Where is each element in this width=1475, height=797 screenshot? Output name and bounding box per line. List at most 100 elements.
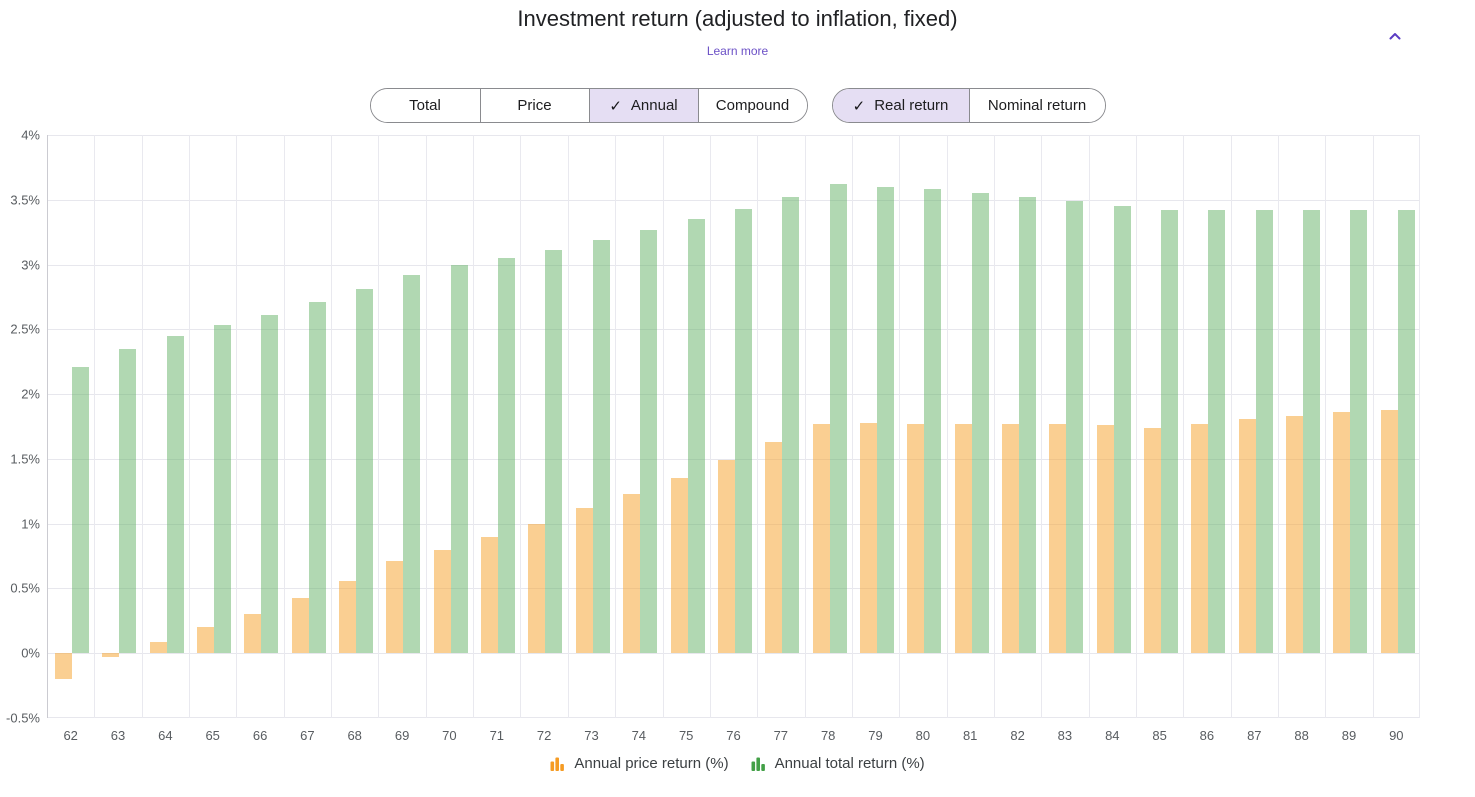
x-tick-label: 85	[1152, 728, 1167, 743]
x-tick-label: 80	[915, 728, 931, 743]
gridline-vertical	[1088, 135, 1090, 718]
gridline-vertical	[757, 135, 759, 718]
y-tick-label: 3%	[21, 257, 40, 273]
price-return-bar	[481, 536, 499, 654]
price-return-bar	[1191, 423, 1209, 654]
price-return-bar	[1286, 416, 1303, 654]
gridline-vertical	[804, 135, 806, 718]
gridline-horizontal	[47, 264, 1420, 266]
price-return-bar	[1143, 427, 1161, 654]
total-return-bar	[640, 229, 658, 654]
x-tick-label: 74	[631, 728, 647, 743]
x-tick-label: 86	[1199, 728, 1215, 743]
check-icon: ✓	[852, 97, 866, 115]
price-return-bar	[670, 478, 688, 654]
learn-more-link[interactable]: Learn more	[706, 44, 769, 58]
x-tick-label: 79	[868, 728, 883, 743]
gridline-horizontal	[47, 394, 1420, 396]
gridline-vertical	[899, 135, 901, 718]
total-return-bar	[1255, 210, 1273, 654]
gridline-vertical	[94, 135, 96, 718]
gridline-vertical	[615, 135, 617, 718]
gridline-horizontal	[47, 199, 1420, 201]
total-return-bar	[734, 208, 752, 654]
x-tick-label: 62	[63, 728, 78, 743]
y-tick-label: -0.5%	[6, 710, 40, 726]
chart-legend: Annual price return (%) Annual total ret…	[0, 755, 1475, 772]
gridline-vertical	[946, 135, 948, 718]
gridline-vertical	[1325, 135, 1327, 718]
price-return-bar	[623, 493, 641, 654]
gridline-horizontal	[47, 329, 1420, 331]
x-tick-label: 78	[820, 728, 836, 743]
x-tick-label: 70	[442, 728, 457, 743]
price-return-bar	[244, 614, 262, 654]
x-tick-label: 89	[1341, 728, 1357, 743]
total-return-bar	[356, 289, 374, 654]
price-return-bar	[1001, 423, 1019, 654]
x-tick-label: 71	[489, 728, 505, 743]
gridline-vertical	[141, 135, 143, 718]
x-tick-label: 90	[1389, 728, 1404, 743]
gridline-vertical	[189, 135, 190, 718]
x-tick-label: 69	[394, 728, 410, 743]
gridline-vertical	[236, 135, 238, 718]
total-return-bar	[498, 258, 516, 654]
total-return-bar	[1113, 206, 1131, 654]
price-return-bar	[1333, 412, 1351, 654]
x-tick-label: 81	[962, 728, 978, 743]
y-tick-label: 2.5%	[10, 321, 40, 337]
gridline-vertical	[520, 135, 522, 718]
gridline-vertical	[1372, 135, 1374, 718]
toggle-annual[interactable]: ✓ Annual	[588, 89, 698, 122]
total-return-bar	[72, 366, 89, 654]
x-tick-label: 64	[158, 728, 173, 743]
toggle-nominal-return-label: Nominal return	[987, 97, 1087, 114]
gridline-vertical	[709, 135, 711, 718]
x-axis: 62 63 64 65 66 67 68 69 70 71 72 73 74 75 76 77 78 79 80 81…	[47, 728, 1420, 746]
total-return-bar	[1160, 210, 1178, 654]
gridline-vertical	[425, 135, 427, 718]
toggle-price-label: Price	[517, 97, 552, 114]
x-tick-label: 72	[536, 728, 552, 743]
total-return-bar	[119, 348, 137, 654]
legend-label-total: Annual total return (%)	[774, 755, 925, 772]
chart-controls: Total Price ✓ Annual Compound ✓ Real ret…	[0, 88, 1475, 123]
toggle-annual-label: Annual	[630, 97, 678, 114]
toggle-compound[interactable]: Compound	[697, 89, 807, 122]
price-return-bar	[1049, 423, 1067, 654]
price-return-bar	[1380, 409, 1398, 654]
gridline-vertical	[993, 135, 995, 718]
y-tick-label: 1.5%	[10, 451, 40, 467]
y-tick-label: 2%	[21, 386, 40, 402]
price-return-bar	[102, 653, 120, 658]
collapse-button[interactable]	[1381, 22, 1409, 50]
toggle-nominal-return[interactable]: Nominal return	[968, 89, 1105, 122]
x-tick-label: 83	[1057, 728, 1073, 743]
gridline-vertical	[1230, 135, 1232, 718]
toggle-real-return[interactable]: ✓ Real return	[832, 89, 969, 122]
gridline-horizontal	[47, 717, 1420, 718]
toggle-price[interactable]: Price	[479, 89, 589, 122]
price-return-bar	[197, 627, 214, 654]
total-return-bar	[782, 197, 800, 654]
y-axis: 4% 3.5% 3% 2.5% 2% 1.5% 1% 0.5% 0% -0.5%	[0, 128, 40, 726]
gridline-vertical	[1419, 135, 1420, 718]
y-tick-label: 0%	[21, 645, 40, 661]
y-tick-label: 0.5%	[10, 580, 40, 596]
toggle-real-return-label: Real return	[874, 97, 949, 114]
total-return-bar	[924, 189, 942, 654]
bar-chart-plot-area	[47, 135, 1420, 718]
price-return-bar	[149, 641, 167, 654]
price-return-bar	[433, 549, 451, 654]
x-tick-label: 88	[1294, 728, 1309, 743]
total-return-bar	[971, 193, 989, 654]
toggle-total[interactable]: Total	[370, 89, 480, 122]
x-tick-label: 84	[1105, 728, 1120, 743]
legend-label-price: Annual price return (%)	[574, 755, 729, 772]
total-return-bar	[450, 264, 468, 654]
gridline-vertical	[662, 135, 664, 718]
price-return-bar	[55, 653, 72, 680]
bar-chart-icon	[550, 757, 565, 771]
gridline-horizontal	[47, 653, 1420, 655]
